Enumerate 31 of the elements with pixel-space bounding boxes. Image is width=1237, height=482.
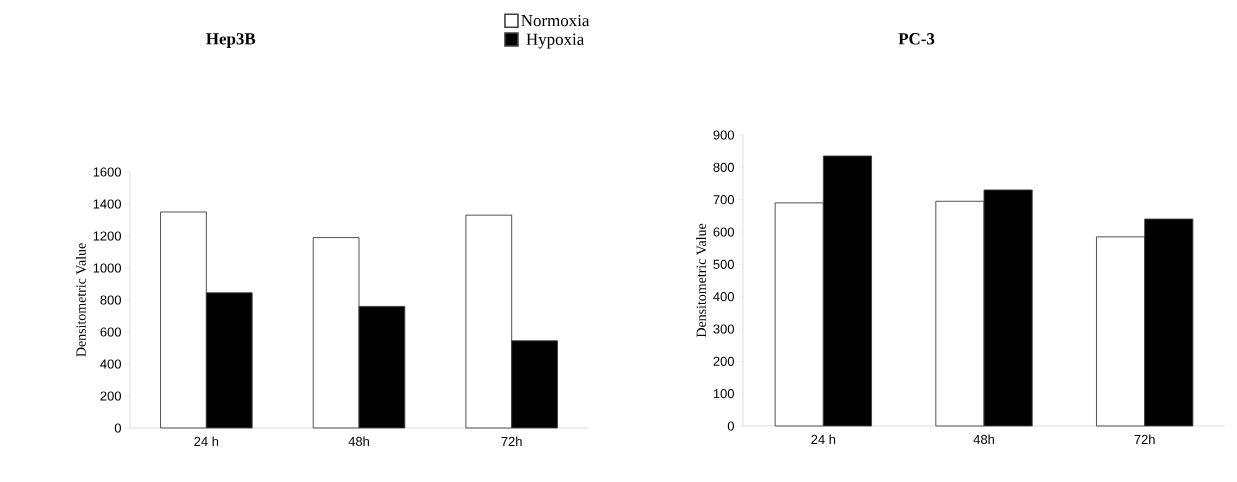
y-tick-label: 100 (713, 389, 734, 399)
legend-label: Hypoxia (526, 33, 585, 49)
x-tick-label: 72h (1134, 434, 1155, 444)
x-tick-label: 24 h (194, 436, 219, 446)
y-tick-label: 800 (713, 162, 734, 172)
y-tick-label: 1600 (93, 167, 121, 177)
y-tick-label: 600 (100, 327, 121, 337)
y-tick-label: 200 (100, 391, 121, 401)
chart-title: Hep3B (206, 33, 256, 48)
x-tick-label: 24 h (811, 434, 836, 444)
y-tick-label: 0 (727, 421, 734, 431)
x-tick-label: 48h (973, 434, 994, 445)
x-tick-label: 72h (501, 436, 522, 446)
y-tick-label: 500 (713, 259, 734, 269)
legend-label: Normoxia (521, 14, 590, 27)
y-axis-title: Densitometric Value (696, 223, 707, 338)
y-tick-label: 600 (713, 227, 734, 237)
y-tick-label: 1400 (93, 199, 121, 209)
x-tick-label: 48h (348, 436, 369, 447)
y-axis-title: Densitometric Value (75, 243, 86, 357)
y-tick-label: 700 (713, 195, 734, 205)
chart-title: PC-3 (898, 33, 935, 45)
y-tick-label: 800 (100, 295, 121, 305)
y-tick-label: 400 (100, 359, 121, 369)
y-tick-label: 1000 (93, 263, 121, 273)
y-tick-label: 900 (713, 130, 734, 140)
y-tick-label: 200 (713, 356, 734, 366)
y-tick-label: 400 (713, 292, 734, 302)
y-tick-label: 0 (114, 423, 121, 433)
y-tick-label: 1200 (93, 231, 121, 241)
y-tick-label: 300 (713, 324, 734, 334)
